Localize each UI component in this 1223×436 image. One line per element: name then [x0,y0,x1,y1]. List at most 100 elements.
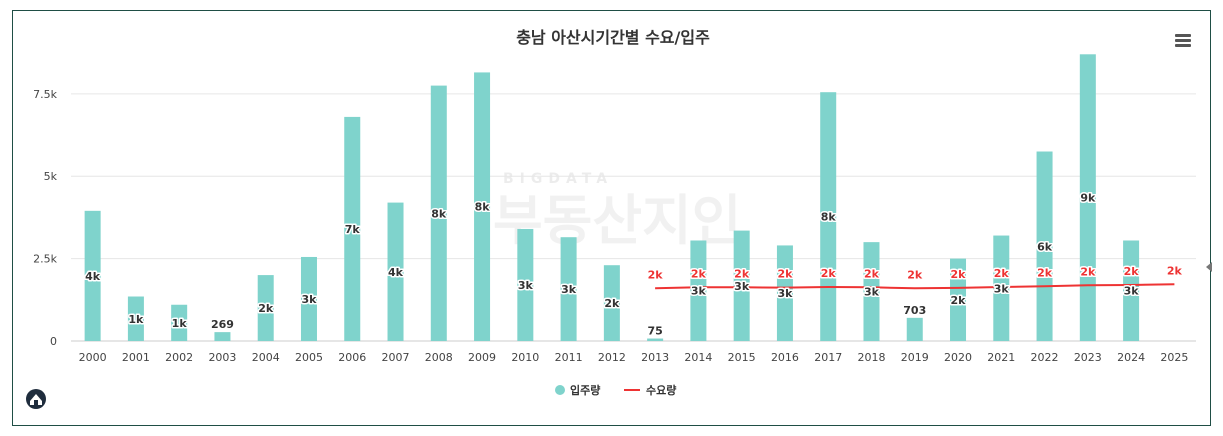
line-data-label: 2k [648,268,664,281]
x-tick-label: 2022 [1031,351,1059,364]
bar-data-label: 3k [994,282,1010,295]
bar[interactable] [474,72,491,341]
line-data-label: 2k [691,267,707,280]
scroll-arrow-icon[interactable] [1206,262,1212,272]
bar[interactable] [84,210,101,341]
bar-data-label: 3k [734,280,750,293]
line-series [655,283,1175,290]
bar-data-label: 75 [647,325,662,338]
y-tick-label: 7.5k [33,88,57,101]
bar-data-label: 3k [561,283,577,296]
bar[interactable] [776,245,793,341]
legend-item-bar[interactable]: 입주량 [555,384,600,397]
bar[interactable] [430,85,447,342]
bar-data-label: 3k [777,287,793,300]
x-tick-label: 2011 [555,351,583,364]
bar-data-label: 6k [1037,240,1053,253]
bar[interactable] [863,242,880,341]
y-tick-label: 0 [50,335,57,348]
bar-data-label: 2k [258,302,274,315]
legend: 입주량 수요량 [555,384,676,397]
bar-data-label: 1k [172,317,188,330]
bar[interactable] [603,265,620,341]
bar[interactable] [950,258,967,341]
bar[interactable] [344,116,361,341]
line-data-label: 2k [1124,265,1140,278]
bar-data-label: 3k [301,293,317,306]
x-tick-label: 2002 [165,351,193,364]
bar[interactable] [690,240,707,341]
x-tick-label: 2004 [252,351,280,364]
bar-data-label: 2k [604,297,620,310]
bar[interactable] [733,230,750,341]
bar-data-label: 1k [128,313,144,326]
x-tick-label: 2024 [1117,351,1145,364]
bar-data-label: 7k [345,223,361,236]
bar[interactable] [257,275,274,341]
legend-item-line[interactable]: 수요량 [624,384,676,397]
y-tick-label: 5k [44,170,58,183]
bar[interactable] [1079,54,1096,341]
x-tick-label: 2012 [598,351,626,364]
bar[interactable] [171,304,188,341]
bar[interactable] [214,332,231,341]
bar[interactable] [387,202,404,341]
bar[interactable] [127,296,144,341]
x-tick-label: 2013 [641,351,669,364]
bar-data-label: 2k [951,294,967,307]
bar[interactable] [1036,151,1053,341]
line-data-label: 2k [1037,266,1053,279]
bar[interactable] [820,92,837,342]
x-tick-label: 2003 [208,351,236,364]
line-data-label: 2k [907,268,923,281]
chart-svg: BIGDATA 부동산지인 충남 아산시기간별 수요/입주 02.5k5k7.5… [26,28,1212,409]
chart-title: 충남 아산시기간별 수요/입주 [516,28,710,47]
hamburger-menu-icon[interactable] [1171,29,1195,51]
x-tick-label: 2014 [684,351,712,364]
bar[interactable] [906,317,923,341]
legend-line-swatch [624,389,640,391]
legend-bar-swatch [555,385,565,395]
bar-data-label: 3k [864,286,880,299]
line-data-labels: 2k 2k 2k 2k 2k 2k 2k 2k 2k 2k 2k 2k 2k [646,263,1184,283]
x-tick-label: 2000 [79,351,107,364]
bar[interactable] [647,338,664,341]
bar-data-label: 9k [1080,192,1096,205]
x-tick-label: 2020 [944,351,972,364]
x-tick-label: 2019 [901,351,929,364]
bar[interactable] [560,237,577,341]
x-tick-label: 2016 [771,351,799,364]
bar-data-label: 3k [1124,285,1140,298]
legend-line-label: 수요량 [646,384,676,397]
x-tick-label: 2005 [295,351,323,364]
y-axis-ticks: 0 2.5k 5k 7.5k [33,88,57,348]
x-axis-ticks: 2000 2001 2002 2003 2004 2005 2006 2007 2008 2009… [79,351,1189,364]
x-tick-label: 2017 [814,351,842,364]
x-tick-label: 2008 [425,351,453,364]
chart-container: BIGDATA 부동산지인 충남 아산시기간별 수요/입주 0 2.5k 5k 7.5… [12,10,1212,426]
x-tick-label: 2025 [1160,351,1188,364]
bar[interactable] [300,256,317,341]
bar-data-label: 8k [475,201,491,214]
bar-data-label: 703 [903,304,926,317]
x-tick-label: 2023 [1074,351,1102,364]
x-tick-label: 2007 [382,351,410,364]
bar[interactable] [517,228,534,341]
y-tick-label: 2.5k [33,253,57,266]
x-tick-label: 2010 [511,351,539,364]
x-tick-label: 2001 [122,351,150,364]
bar[interactable] [1123,240,1140,341]
line-data-label: 2k [1080,265,1096,278]
line-data-label: 2k [821,267,837,280]
bar-data-label: 4k [85,270,101,283]
bar-data-label: 8k [821,211,837,224]
line-data-label: 2k [951,268,967,281]
bar-series [84,54,1140,342]
bar-data-label: 8k [431,207,447,220]
bar-data-label: 3k [691,285,707,298]
watermark-small-text: BIGDATA [503,171,613,187]
demand-line[interactable] [655,283,1175,290]
bar[interactable] [993,235,1010,341]
line-data-label: 2k [994,267,1010,280]
